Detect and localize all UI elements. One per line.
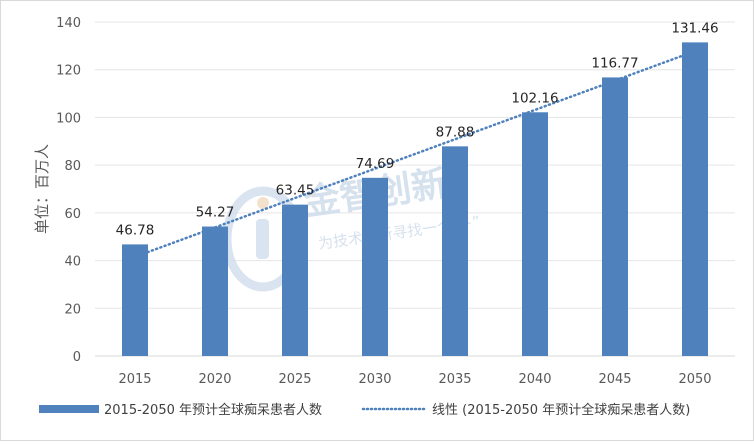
bar (682, 42, 708, 357)
y-tick-label: 140 (56, 16, 81, 31)
bar (202, 226, 228, 356)
y-tick-label: 0 (73, 350, 81, 365)
x-axis-ticks: 2015 2020 2025 2030 2035 2040 2045 2050 (118, 372, 711, 387)
legend-swatch-bars (39, 405, 99, 413)
y-axis-ticks: 0 20 40 60 80 100 120 140 (56, 16, 81, 365)
trendline-path (133, 49, 697, 259)
legend: 2015-2050 年预计全球痴呆患者人数 线性 (2015-2050 年预计全… (39, 402, 690, 418)
data-label: 131.46 (671, 20, 718, 36)
data-label: 116.77 (591, 55, 638, 71)
x-tick-label: 2030 (358, 372, 391, 387)
x-tick-label: 2015 (118, 372, 151, 387)
gridlines (95, 21, 735, 357)
data-label: 87.88 (436, 124, 475, 140)
data-labels: 46.78 54.27 63.45 74.69 87.88 102.16 116.77 131… (116, 20, 719, 238)
data-label: 54.27 (196, 205, 235, 221)
y-axis-label: 单位：百万人 (33, 144, 51, 234)
bar (122, 244, 148, 356)
y-tick-label: 40 (64, 255, 81, 270)
x-tick-label: 2045 (598, 372, 631, 387)
data-label: 74.69 (356, 156, 395, 172)
x-tick-label: 2020 (198, 372, 231, 387)
bar (362, 177, 388, 356)
y-tick-label: 100 (56, 111, 81, 126)
x-tick-label: 2050 (678, 372, 711, 387)
y-tick-label: 80 (64, 159, 81, 174)
bar (282, 204, 308, 356)
legend-label-trendline: 线性 (2015-2050 年预计全球痴呆患者人数) (432, 402, 690, 418)
y-tick-label: 60 (64, 207, 81, 222)
bar (602, 77, 628, 357)
trendline (133, 49, 697, 259)
y-tick-label: 120 (56, 64, 81, 79)
data-label: 46.78 (116, 222, 155, 238)
bar (442, 146, 468, 356)
x-tick-label: 2025 (278, 372, 311, 387)
legend-label-bars: 2015-2050 年预计全球痴呆患者人数 (104, 402, 322, 418)
data-label: 102.16 (511, 90, 558, 106)
x-tick-label: 2040 (518, 372, 551, 387)
bar (522, 112, 548, 357)
x-tick-label: 2035 (438, 372, 471, 387)
data-label: 63.45 (276, 183, 315, 199)
y-tick-label: 20 (64, 302, 81, 317)
bar-series (122, 42, 708, 357)
